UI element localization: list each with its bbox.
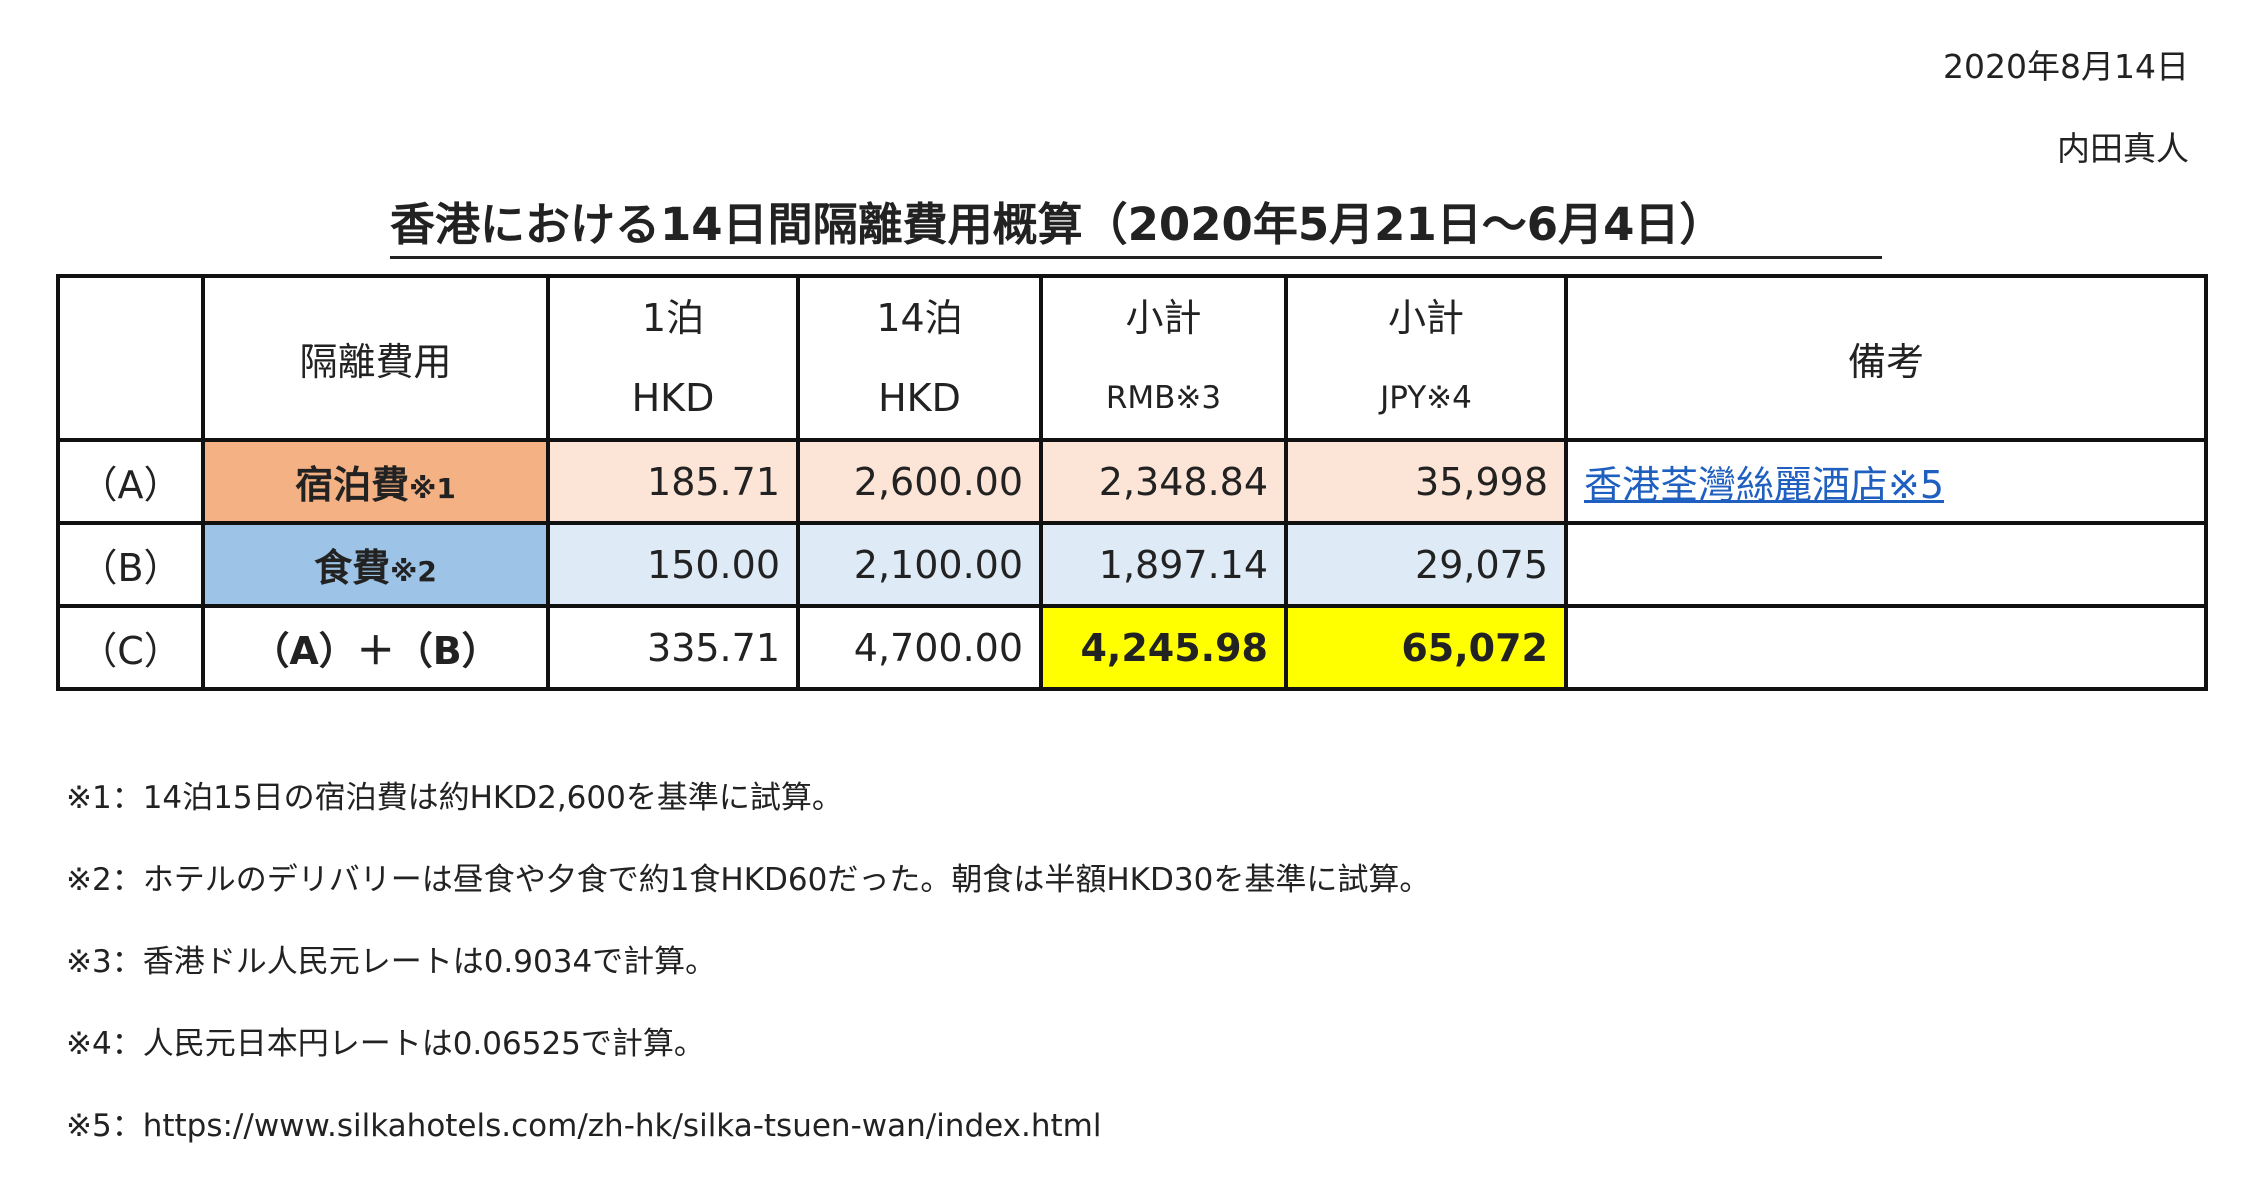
lodging-night1: 185.71 [546,438,800,525]
cost-table: 隔離費用 1泊 HKD 14泊 HKD 小計 RMB※3 小計 JPY※4 備考… [56,274,2208,691]
header-remarks: 備考 [1564,274,2208,442]
header-night1-line1: 1泊 [641,296,705,340]
total-jpy: 65,072 [1284,604,1568,691]
row-id: （B） [56,521,205,608]
lodging-label-cell: 宿泊費※1 [201,438,550,525]
meal-night1: 150.00 [546,521,800,608]
header-night14-line2: HKD [878,376,961,420]
meal-remark [1564,521,2208,608]
document-date: 2020年8月14日 [1943,47,2189,86]
header-jpy-line2: JPY※4 [1380,380,1472,416]
lodging-label: 宿泊費 [295,463,410,507]
meal-label-cell: 食費※2 [201,521,550,608]
footnotes: ※1：14泊15日の宿泊費は約HKD2,600を基準に試算。 ※2：ホテルのデリ… [66,776,1430,1186]
header-subtotal-jpy: 小計 JPY※4 [1284,274,1568,442]
author-name: 内田真人 [2057,129,2189,168]
total-night1: 335.71 [546,604,800,691]
header-rmb-line2: RMB※3 [1105,380,1222,416]
lodging-remark-cell: 香港荃灣絲麗酒店※5 [1564,438,2208,525]
header-subtotal-rmb: 小計 RMB※3 [1039,274,1288,442]
header-rmb-line1: 小計 [1125,296,1202,340]
table-row-meals: （B） 食費※2 150.00 2,100.00 1,897.14 29,075 [56,521,2208,608]
lodging-jpy: 35,998 [1284,438,1568,525]
table-row-lodging: （A） 宿泊費※1 185.71 2,600.00 2,348.84 35,99… [56,438,2208,525]
footnote-4: ※4：人民元日本円レートは0.06525で計算。 [66,1026,705,1062]
row-id: （A） [56,438,205,525]
header-row: 隔離費用 1泊 HKD 14泊 HKD 小計 RMB※3 小計 JPY※4 備考 [56,274,2208,442]
meal-rmb: 1,897.14 [1039,521,1288,608]
header-night14: 14泊 HKD [796,274,1043,442]
header-night14-line1: 14泊 [876,296,963,340]
header-night1: 1泊 HKD [546,274,800,442]
footnote-5: ※5：https://www.silkahotels.com/zh-hk/sil… [66,1108,1102,1144]
header-jpy-line1: 小計 [1387,296,1464,340]
row-id: （C） [56,604,205,691]
hotel-link[interactable]: 香港荃灣絲麗酒店※5 [1584,463,1945,507]
total-remark [1564,604,2208,691]
total-label: （A）＋（B） [201,604,550,691]
lodging-night14: 2,600.00 [796,438,1043,525]
total-rmb: 4,245.98 [1039,604,1288,691]
meal-mark: ※2 [390,555,437,588]
footnote-2: ※2：ホテルのデリバリーは昼食や夕食で約1食HKD60だった。朝食は半額HKD3… [66,862,1431,898]
table-row-total: （C） （A）＋（B） 335.71 4,700.00 4,245.98 65,… [56,604,2208,691]
footnote-1: ※1：14泊15日の宿泊費は約HKD2,600を基準に試算。 [66,780,843,816]
meal-jpy: 29,075 [1284,521,1568,608]
lodging-rmb: 2,348.84 [1039,438,1288,525]
header-night1-line2: HKD [631,376,715,420]
lodging-mark: ※1 [409,472,456,505]
header-item: 隔離費用 [201,274,550,442]
document-title: 香港における14日間隔離費用概算（2020年5月21日～6月4日） [390,196,1882,259]
footnote-3: ※3：香港ドル人民元レートは0.9034で計算。 [66,944,717,980]
header-id-cell [56,274,205,442]
total-night14: 4,700.00 [796,604,1043,691]
meal-night14: 2,100.00 [796,521,1043,608]
meal-label: 食費 [314,546,391,590]
